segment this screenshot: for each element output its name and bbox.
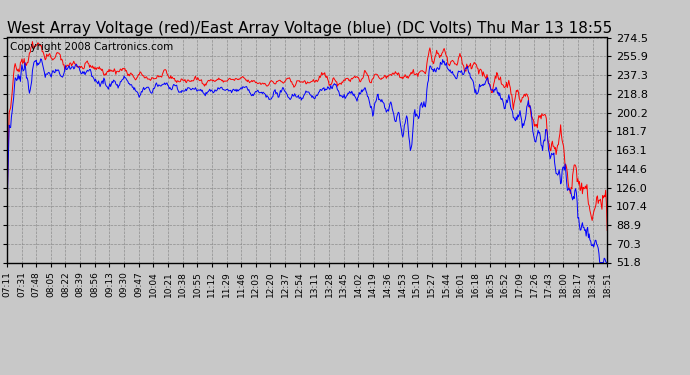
Text: Copyright 2008 Cartronics.com: Copyright 2008 Cartronics.com	[10, 42, 173, 52]
Text: West Array Voltage (red)/East Array Voltage (blue) (DC Volts) Thu Mar 13 18:55: West Array Voltage (red)/East Array Volt…	[7, 21, 612, 36]
